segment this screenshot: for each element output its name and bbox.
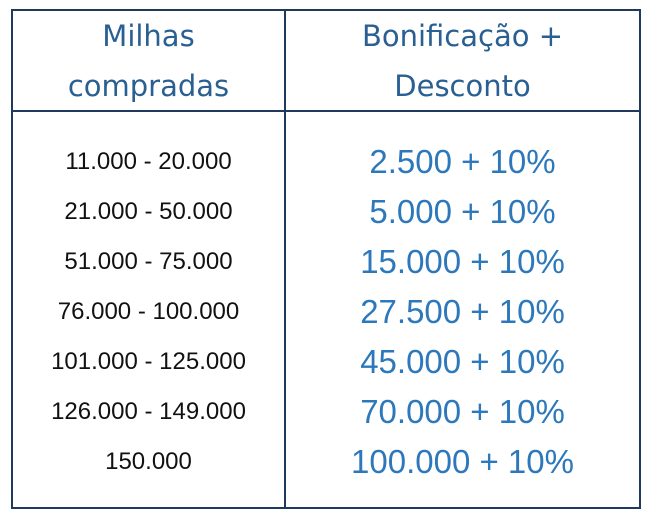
miles-range-cell: 21.000 - 50.000 — [64, 198, 233, 225]
miles-range-cell: 150.000 — [105, 448, 192, 475]
miles-bonus-table: Milhas compradas Bonificação + Desconto … — [11, 9, 641, 509]
bonus-cell: 45.000 + 10% — [360, 343, 565, 380]
bonus-cell: 2.500 + 10% — [369, 143, 556, 180]
header-divider — [13, 110, 639, 112]
header-miles-line2: compradas — [67, 68, 230, 103]
column-divider — [284, 11, 286, 507]
miles-range-cell: 101.000 - 125.000 — [51, 348, 246, 375]
bonus-cell: 70.000 + 10% — [360, 393, 565, 430]
table-row: 21.000 - 50.000 5.000 + 10% — [13, 187, 639, 237]
header-bonus-line1: Bonificação + — [361, 18, 564, 53]
header-bonus-discount: Bonificação + Desconto — [286, 11, 639, 110]
header-miles-line1: Milhas — [102, 18, 195, 53]
header-miles-purchased: Milhas compradas — [13, 11, 284, 110]
table-row: 51.000 - 75.000 15.000 + 10% — [13, 237, 639, 287]
miles-range-cell: 51.000 - 75.000 — [64, 248, 233, 275]
table-row: 76.000 - 100.000 27.500 + 10% — [13, 287, 639, 337]
bonus-cell: 27.500 + 10% — [360, 293, 565, 330]
table-row: 150.000 100.000 + 10% — [13, 437, 639, 487]
table-row: 101.000 - 125.000 45.000 + 10% — [13, 337, 639, 387]
bonus-cell: 15.000 + 10% — [360, 243, 565, 280]
miles-range-cell: 76.000 - 100.000 — [57, 298, 240, 325]
table-row: 11.000 - 20.000 2.500 + 10% — [13, 137, 639, 187]
table-row: 126.000 - 149.000 70.000 + 10% — [13, 387, 639, 437]
bonus-cell: 100.000 + 10% — [351, 443, 574, 480]
miles-range-cell: 11.000 - 20.000 — [65, 148, 232, 175]
miles-range-cell: 126.000 - 149.000 — [51, 398, 246, 425]
bonus-cell: 5.000 + 10% — [369, 193, 556, 230]
header-bonus-line2: Desconto — [394, 68, 531, 103]
